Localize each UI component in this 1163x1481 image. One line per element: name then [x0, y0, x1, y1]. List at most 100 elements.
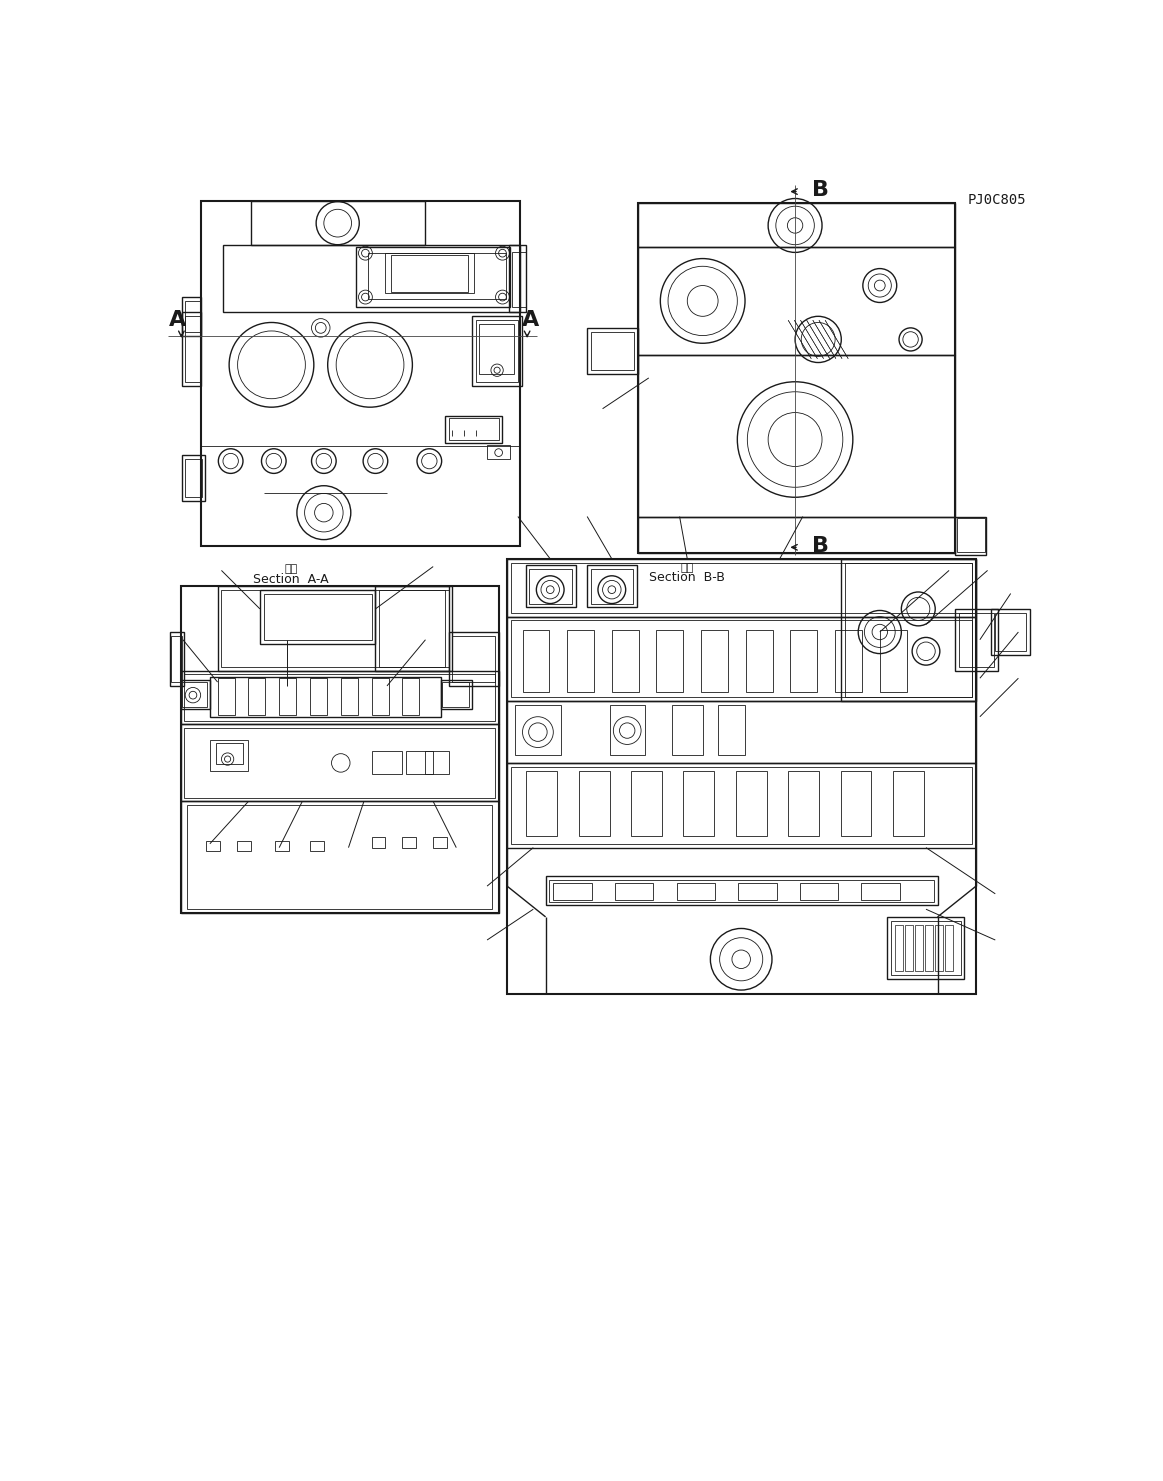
Text: 断面: 断面: [284, 564, 298, 575]
Bar: [472, 317, 522, 385]
Bar: [526, 566, 576, 607]
Bar: [379, 589, 449, 666]
Bar: [946, 924, 952, 972]
Bar: [180, 801, 499, 914]
Bar: [402, 678, 420, 715]
Bar: [441, 680, 472, 709]
Bar: [249, 678, 265, 715]
Text: Section  B-B: Section B-B: [649, 572, 726, 585]
Bar: [507, 558, 976, 616]
Bar: [896, 924, 902, 972]
Bar: [185, 459, 202, 498]
Bar: [638, 517, 955, 552]
Bar: [955, 517, 986, 555]
Bar: [587, 327, 638, 375]
Bar: [372, 678, 388, 715]
Bar: [185, 674, 494, 721]
Bar: [656, 631, 684, 692]
Bar: [511, 621, 972, 698]
Bar: [180, 724, 499, 801]
Bar: [209, 740, 249, 770]
Bar: [449, 418, 499, 440]
Text: B: B: [812, 181, 829, 200]
Bar: [476, 320, 518, 382]
Bar: [391, 255, 468, 292]
Bar: [915, 924, 923, 972]
Bar: [444, 416, 502, 443]
Bar: [507, 616, 976, 702]
Bar: [261, 589, 376, 644]
Bar: [579, 770, 609, 837]
Bar: [185, 729, 494, 798]
Bar: [739, 883, 777, 900]
Bar: [433, 837, 447, 847]
Text: 断面: 断面: [680, 563, 694, 573]
Bar: [276, 841, 290, 852]
Bar: [684, 770, 714, 837]
Bar: [183, 683, 207, 706]
Bar: [862, 883, 900, 900]
Bar: [736, 770, 766, 837]
Bar: [406, 751, 433, 775]
Bar: [217, 678, 235, 715]
Bar: [672, 705, 702, 755]
Bar: [452, 635, 494, 683]
Bar: [372, 751, 402, 775]
Bar: [527, 770, 557, 837]
Bar: [356, 247, 511, 307]
Bar: [846, 563, 972, 698]
Bar: [935, 924, 943, 972]
Bar: [341, 678, 358, 715]
Bar: [311, 678, 327, 715]
Bar: [701, 631, 728, 692]
Bar: [507, 702, 976, 763]
Bar: [487, 444, 511, 459]
Bar: [185, 301, 201, 332]
Bar: [180, 680, 209, 709]
Bar: [893, 770, 923, 837]
Bar: [615, 883, 654, 900]
Bar: [959, 613, 993, 666]
Bar: [511, 767, 972, 844]
Bar: [251, 201, 426, 246]
Bar: [529, 569, 572, 604]
Bar: [522, 631, 549, 692]
Bar: [508, 246, 526, 312]
Bar: [996, 613, 1026, 652]
Bar: [426, 751, 449, 775]
Bar: [591, 569, 634, 604]
Bar: [279, 678, 297, 715]
Bar: [554, 883, 592, 900]
Bar: [511, 563, 972, 613]
Bar: [209, 677, 441, 717]
Bar: [180, 671, 499, 724]
Bar: [841, 558, 976, 702]
Bar: [800, 883, 839, 900]
Bar: [183, 312, 201, 385]
Bar: [185, 317, 201, 382]
Bar: [612, 631, 638, 692]
Bar: [955, 609, 998, 671]
Bar: [183, 298, 201, 336]
Bar: [887, 917, 964, 979]
Bar: [587, 566, 637, 607]
Bar: [638, 247, 955, 355]
Bar: [237, 841, 251, 852]
Bar: [187, 806, 492, 909]
Text: B: B: [812, 536, 829, 555]
Bar: [507, 763, 976, 847]
Text: A: A: [522, 310, 540, 330]
Bar: [745, 631, 772, 692]
Bar: [201, 201, 520, 546]
Bar: [891, 921, 961, 974]
Bar: [515, 705, 561, 755]
Bar: [718, 705, 745, 755]
Bar: [841, 770, 871, 837]
Bar: [183, 455, 205, 501]
Bar: [835, 631, 862, 692]
Bar: [677, 883, 715, 900]
Bar: [376, 586, 452, 671]
Text: A: A: [169, 310, 186, 330]
Bar: [926, 924, 933, 972]
Bar: [217, 586, 449, 671]
